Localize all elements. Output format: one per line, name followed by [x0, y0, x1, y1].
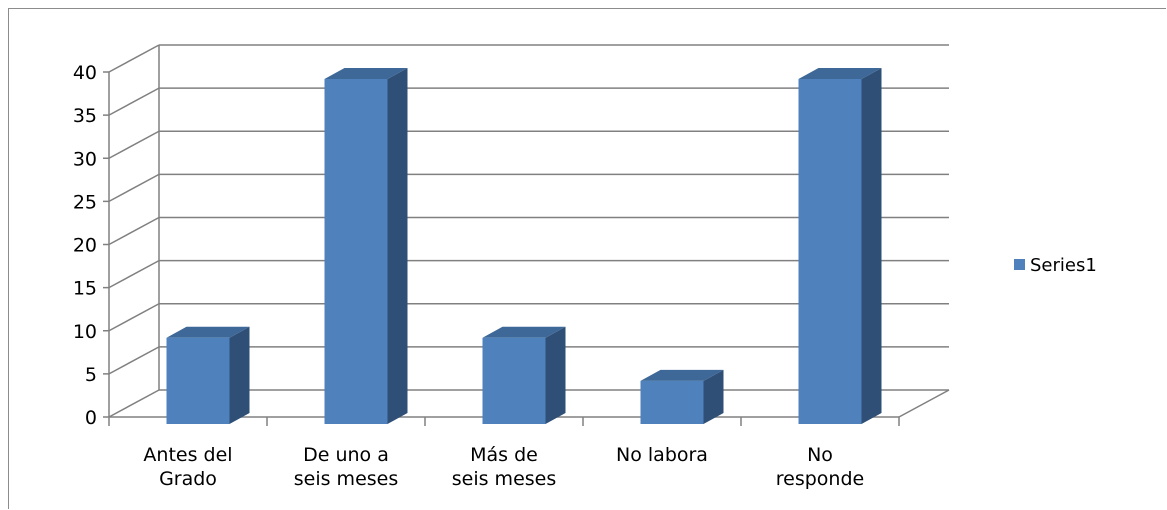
- bar: [324, 79, 388, 424]
- bar-side: [861, 68, 882, 424]
- x-category-label: De uno a seis meses: [294, 444, 399, 490]
- y-tick-label: 25: [73, 191, 97, 213]
- y-tick-label: 20: [73, 235, 97, 257]
- gridline-side: [108, 259, 160, 289]
- bar: [798, 79, 862, 424]
- x-category-label-line: seis meses: [452, 468, 557, 490]
- y-tick-label: 40: [73, 62, 97, 84]
- bar: [640, 380, 704, 424]
- y-tick-label: 30: [73, 148, 97, 170]
- x-category-label-line: responde: [776, 468, 864, 490]
- x-category-label: No labora: [616, 444, 708, 466]
- bar: [482, 337, 546, 424]
- floor-right-edge: [898, 389, 950, 418]
- bar-top: [166, 326, 250, 338]
- x-category-label: Antes del Grado: [143, 444, 232, 490]
- x-category-label-line: seis meses: [294, 468, 399, 490]
- y-tick-labels: 0 5 10 15 20 25 30 35 40: [73, 62, 97, 429]
- gridline-side: [108, 130, 160, 159]
- y-tick-label: 10: [73, 321, 97, 343]
- bar-top: [482, 326, 566, 338]
- x-category-label: No responde: [776, 444, 864, 490]
- bar-top: [324, 68, 408, 79]
- gridline-side: [108, 173, 160, 203]
- x-category-label-line: Grado: [159, 468, 217, 490]
- legend-swatch: [1014, 259, 1025, 270]
- bar: [166, 337, 230, 424]
- x-category-label-line: De uno a: [303, 444, 389, 466]
- bar-side: [545, 326, 566, 424]
- x-category-label-line: Antes del: [143, 444, 232, 466]
- bar-top: [798, 68, 882, 79]
- gridline-side: [108, 346, 160, 375]
- bar-side: [229, 326, 250, 424]
- gridline-side: [108, 44, 160, 73]
- gridline-side: [108, 87, 160, 116]
- x-category-label-line: No labora: [616, 444, 708, 466]
- y-tick-label: 15: [73, 278, 97, 300]
- x-category-label-line: No: [807, 444, 833, 466]
- y-tick-label: 35: [73, 105, 97, 127]
- y-tick-label: 5: [85, 364, 97, 386]
- y-tick-label: 0: [85, 407, 97, 429]
- x-category-label: Más de seis meses: [452, 444, 557, 490]
- bars: [166, 68, 882, 424]
- legend: Series1: [1014, 255, 1097, 276]
- legend-label: Series1: [1030, 255, 1097, 276]
- x-category-label-line: Más de: [470, 444, 538, 466]
- gridline-side: [108, 389, 160, 418]
- bar-side: [387, 68, 408, 424]
- gridline-side: [108, 303, 160, 332]
- bar-top: [640, 369, 724, 381]
- bar-side: [703, 369, 724, 424]
- gridline-side: [108, 216, 160, 246]
